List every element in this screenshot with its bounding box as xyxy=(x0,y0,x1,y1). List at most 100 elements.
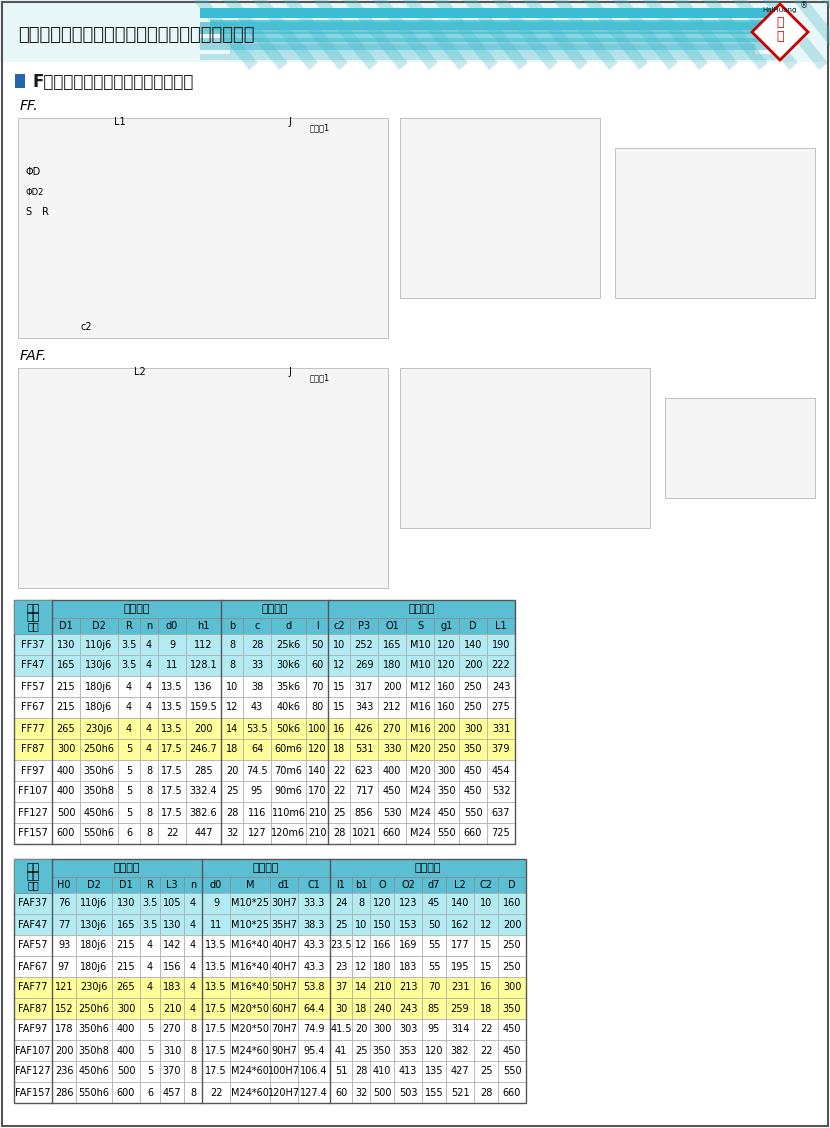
FancyBboxPatch shape xyxy=(140,914,160,935)
Text: 160: 160 xyxy=(503,899,521,908)
Text: 93: 93 xyxy=(58,941,70,951)
FancyBboxPatch shape xyxy=(487,739,515,760)
FancyBboxPatch shape xyxy=(200,23,780,34)
FancyBboxPatch shape xyxy=(14,600,52,634)
FancyBboxPatch shape xyxy=(474,998,498,1019)
FancyBboxPatch shape xyxy=(352,914,370,935)
FancyBboxPatch shape xyxy=(14,1040,52,1061)
FancyBboxPatch shape xyxy=(140,893,160,914)
Text: d0: d0 xyxy=(210,880,222,890)
Text: 5: 5 xyxy=(147,1066,153,1076)
FancyBboxPatch shape xyxy=(487,618,515,634)
Text: 285: 285 xyxy=(194,766,212,776)
FancyBboxPatch shape xyxy=(80,739,118,760)
Text: L3: L3 xyxy=(166,880,178,890)
Text: 450h6: 450h6 xyxy=(84,808,115,818)
FancyBboxPatch shape xyxy=(202,1082,230,1103)
Text: 17.5: 17.5 xyxy=(205,1024,227,1034)
FancyBboxPatch shape xyxy=(160,914,184,935)
Text: 135: 135 xyxy=(425,1066,443,1076)
Text: O1: O1 xyxy=(385,622,399,631)
Text: 外型尺寸: 外型尺寸 xyxy=(408,603,435,614)
Text: 28: 28 xyxy=(354,1066,367,1076)
Text: M10: M10 xyxy=(410,661,431,670)
Text: 30k6: 30k6 xyxy=(276,661,300,670)
Text: 450: 450 xyxy=(464,786,482,796)
Text: b1: b1 xyxy=(354,880,367,890)
Text: 5: 5 xyxy=(126,744,132,755)
FancyBboxPatch shape xyxy=(330,1019,352,1040)
Text: 183: 183 xyxy=(398,961,417,971)
Text: FAF97: FAF97 xyxy=(18,1024,47,1034)
Text: 110m6: 110m6 xyxy=(271,808,305,818)
FancyBboxPatch shape xyxy=(270,1040,298,1061)
FancyBboxPatch shape xyxy=(158,697,186,719)
Text: 400: 400 xyxy=(56,766,76,776)
Text: 457: 457 xyxy=(163,1087,181,1098)
FancyBboxPatch shape xyxy=(230,893,270,914)
Text: 195: 195 xyxy=(451,961,469,971)
FancyBboxPatch shape xyxy=(378,676,406,697)
FancyBboxPatch shape xyxy=(140,935,160,957)
Text: 37: 37 xyxy=(334,982,347,993)
FancyBboxPatch shape xyxy=(434,781,459,802)
Text: 30H7: 30H7 xyxy=(271,899,297,908)
FancyBboxPatch shape xyxy=(243,634,271,655)
Text: d: d xyxy=(286,622,291,631)
Text: 314: 314 xyxy=(451,1024,469,1034)
Text: 600: 600 xyxy=(117,1087,135,1098)
FancyBboxPatch shape xyxy=(221,739,243,760)
Text: 35H7: 35H7 xyxy=(271,919,297,929)
FancyBboxPatch shape xyxy=(406,634,434,655)
Text: 105: 105 xyxy=(163,899,181,908)
FancyBboxPatch shape xyxy=(434,802,459,823)
Text: 海: 海 xyxy=(776,16,784,28)
Text: 70m6: 70m6 xyxy=(275,766,302,776)
FancyBboxPatch shape xyxy=(186,760,221,781)
FancyBboxPatch shape xyxy=(487,697,515,719)
Text: 160: 160 xyxy=(437,681,456,691)
Text: 200: 200 xyxy=(464,661,482,670)
Text: 116: 116 xyxy=(248,808,266,818)
Text: 17.5: 17.5 xyxy=(205,1066,227,1076)
FancyBboxPatch shape xyxy=(498,1061,526,1082)
FancyBboxPatch shape xyxy=(202,914,230,935)
Text: 100H7: 100H7 xyxy=(268,1066,300,1076)
FancyBboxPatch shape xyxy=(487,655,515,676)
Text: 8: 8 xyxy=(190,1024,196,1034)
FancyBboxPatch shape xyxy=(243,802,271,823)
FancyBboxPatch shape xyxy=(14,876,52,893)
FancyBboxPatch shape xyxy=(158,823,186,844)
FancyBboxPatch shape xyxy=(140,760,158,781)
FancyBboxPatch shape xyxy=(186,781,221,802)
Text: 3.5: 3.5 xyxy=(142,899,158,908)
FancyBboxPatch shape xyxy=(378,823,406,844)
Text: 22: 22 xyxy=(480,1024,492,1034)
Text: 25: 25 xyxy=(354,1046,367,1056)
FancyBboxPatch shape xyxy=(202,977,230,998)
Text: FF107: FF107 xyxy=(18,786,48,796)
Text: 300: 300 xyxy=(373,1024,391,1034)
Text: 600: 600 xyxy=(56,828,76,838)
Text: 9: 9 xyxy=(169,640,175,650)
Text: 23.5: 23.5 xyxy=(330,941,352,951)
FancyBboxPatch shape xyxy=(140,1082,160,1103)
Text: 165: 165 xyxy=(117,919,135,929)
Text: 275: 275 xyxy=(491,703,510,713)
FancyBboxPatch shape xyxy=(14,618,52,634)
Text: 130: 130 xyxy=(117,899,135,908)
FancyBboxPatch shape xyxy=(474,893,498,914)
Text: 400: 400 xyxy=(56,786,76,796)
FancyBboxPatch shape xyxy=(14,977,52,998)
FancyBboxPatch shape xyxy=(221,697,243,719)
FancyBboxPatch shape xyxy=(298,998,330,1019)
Text: 317: 317 xyxy=(354,681,374,691)
Text: 10: 10 xyxy=(226,681,238,691)
Text: P3: P3 xyxy=(358,622,370,631)
Polygon shape xyxy=(752,5,808,60)
Text: 400: 400 xyxy=(117,1024,135,1034)
Text: 8: 8 xyxy=(229,661,235,670)
Text: h1: h1 xyxy=(198,622,210,631)
FancyBboxPatch shape xyxy=(271,760,306,781)
Text: 259: 259 xyxy=(451,1004,469,1013)
